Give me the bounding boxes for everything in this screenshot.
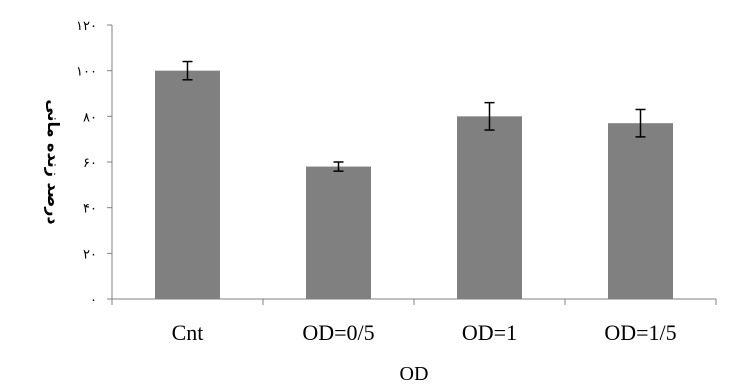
bar <box>608 123 673 299</box>
y-axis-ticks: ۰ ۲۰ ۴۰ ۶۰ ۸۰ ۱۰۰ ۱۲۰ <box>76 19 112 308</box>
bar <box>306 166 371 299</box>
bar <box>457 116 522 299</box>
x-tick-label: OD=0/5 <box>302 320 374 345</box>
x-axis-ticks: Cnt OD=0/5 OD=1 OD=1/5 <box>111 299 717 345</box>
y-tick-label: ۱۲۰ <box>76 19 97 34</box>
x-tick-label: Cnt <box>172 320 204 345</box>
y-axis-title: درصد زنده مانی <box>44 99 63 224</box>
y-tick-label: ۴۰ <box>83 202 97 217</box>
x-tick-label: OD=1/5 <box>604 320 676 345</box>
y-tick-label: ۶۰ <box>83 156 97 171</box>
bars-group <box>155 70 673 300</box>
bar <box>155 70 220 300</box>
error-bars-group <box>182 60 646 172</box>
y-tick-label: ۸۰ <box>83 110 97 125</box>
y-tick-label: ۲۰ <box>83 247 97 262</box>
y-tick-label: ۱۰۰ <box>76 65 97 80</box>
x-tick-label: OD=1 <box>462 320 517 345</box>
y-tick-label: ۰ <box>90 293 97 308</box>
x-axis-title: OD <box>400 363 429 385</box>
